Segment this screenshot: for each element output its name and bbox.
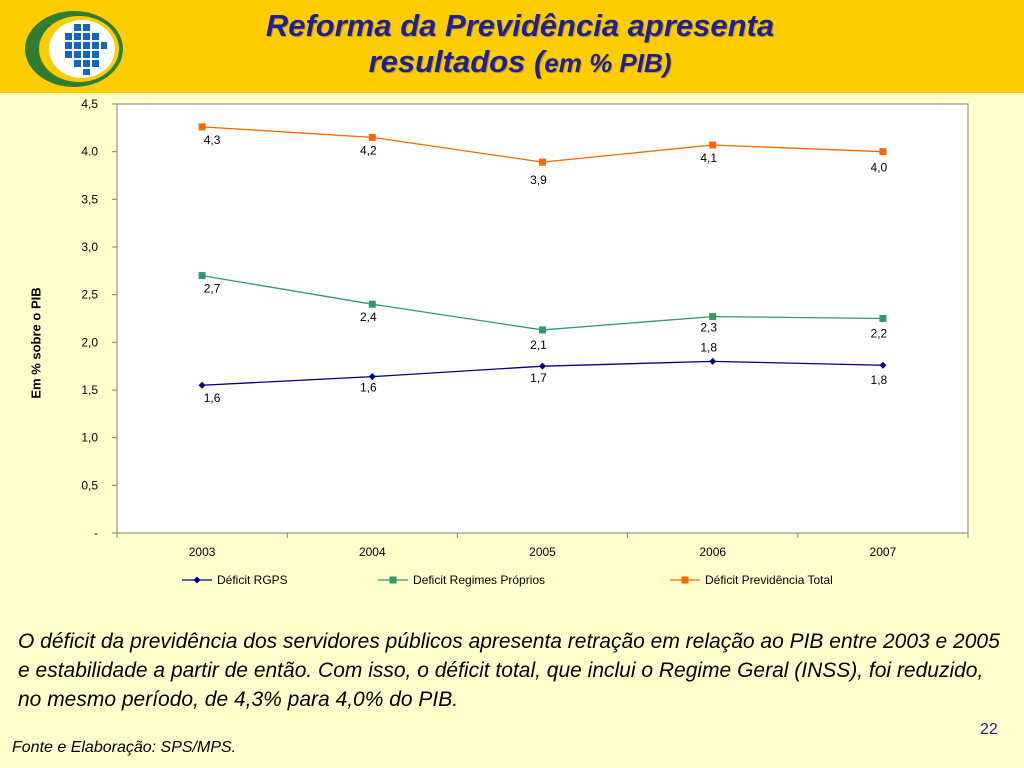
y-axis-title: Em % sobre o PIB <box>28 287 44 399</box>
data-label: 1,6 <box>204 391 221 405</box>
data-label: 3,9 <box>530 173 547 187</box>
data-point <box>198 272 206 280</box>
data-label: 2,2 <box>871 327 888 341</box>
y-tick-label: 1,5 <box>81 383 98 397</box>
caption-text: O déficit da previdência dos servidores … <box>18 630 1000 711</box>
line-chart: - 0,5 1,0 1,5 2,0 2,5 3,0 3,5 4.0 4,5 2003 2004 2005… <box>81 97 969 587</box>
y-tick-label: 4.0 <box>81 145 98 159</box>
data-point <box>368 300 376 308</box>
y-tick-label: 2,5 <box>81 288 98 302</box>
data-point <box>879 148 887 156</box>
x-tick-label: 2004 <box>359 545 386 559</box>
data-label: 4,1 <box>700 151 717 165</box>
data-label: 2,4 <box>360 310 377 324</box>
x-tick-label: 2007 <box>870 545 897 559</box>
legend-marker <box>389 576 397 584</box>
series-2: 2,7 2,4 2,1 2,3 2,2 <box>198 272 888 352</box>
data-label: 1,6 <box>360 381 377 395</box>
legend-label: Deficit Regimes Próprios <box>413 573 545 587</box>
data-label: 2,3 <box>700 321 717 335</box>
inss-logo-icon <box>25 11 123 87</box>
source-note: Fonte e Elaboração: SPS/MPS. <box>12 739 237 756</box>
data-point <box>879 315 887 322</box>
title-line-2-unit: em % PIB) <box>544 48 672 78</box>
data-label: 2,1 <box>530 338 547 352</box>
data-label: 1,8 <box>871 373 888 387</box>
series-3: 4,3 4,2 3,9 4,1 4,0 <box>198 123 888 187</box>
data-point <box>879 361 887 369</box>
y-tick-label: 1,0 <box>81 431 98 445</box>
legend-label: Déficit Previdência Total <box>705 573 833 587</box>
data-label: 1,8 <box>700 340 717 354</box>
chart-area: - 0,5 1,0 1,5 2,0 2,5 3,0 3,5 4.0 4,5 2003 2004 2005… <box>0 93 1024 598</box>
title-line-1: Reforma da Previdência apresenta <box>265 8 775 43</box>
data-label: 2,7 <box>204 282 221 296</box>
title-line-2: resultados (em % PIB) <box>120 44 920 81</box>
y-tick-label: 2,0 <box>81 335 98 349</box>
data-point <box>198 123 206 131</box>
legend-marker <box>681 576 689 584</box>
data-point <box>539 362 546 370</box>
y-tick-label: - <box>94 526 98 540</box>
y-tick-label: 0,5 <box>81 478 98 492</box>
data-point <box>709 313 717 321</box>
data-point <box>539 326 546 334</box>
page-number: 22 <box>980 721 998 738</box>
data-point <box>368 133 376 141</box>
page-title: Reforma da Previdência apresenta resulta… <box>120 8 920 81</box>
header-bar: Reforma da Previdência apresenta resulta… <box>0 0 1024 93</box>
data-point <box>368 373 376 381</box>
data-point <box>709 141 717 149</box>
data-label: 4,3 <box>204 133 221 147</box>
series-1: 1,6 1,6 1,7 1,8 1,8 <box>198 340 888 405</box>
y-tick-label: 4,5 <box>81 97 98 111</box>
data-label: 4,2 <box>360 143 377 157</box>
y-tick-label: 3,5 <box>81 192 98 206</box>
title-line-2-main: resultados ( <box>368 44 545 79</box>
x-tick-label: 2005 <box>529 545 556 559</box>
legend-label: Déficit RGPS <box>217 573 288 587</box>
data-label: 1,7 <box>530 371 547 385</box>
x-tick-label: 2003 <box>189 545 216 559</box>
data-point <box>539 158 546 166</box>
legend-marker <box>193 576 201 584</box>
data-point <box>198 381 206 389</box>
y-tick-label: 3,0 <box>81 240 98 254</box>
data-point <box>709 357 717 365</box>
x-tick-label: 2006 <box>699 545 726 559</box>
data-label: 4,0 <box>871 161 888 175</box>
